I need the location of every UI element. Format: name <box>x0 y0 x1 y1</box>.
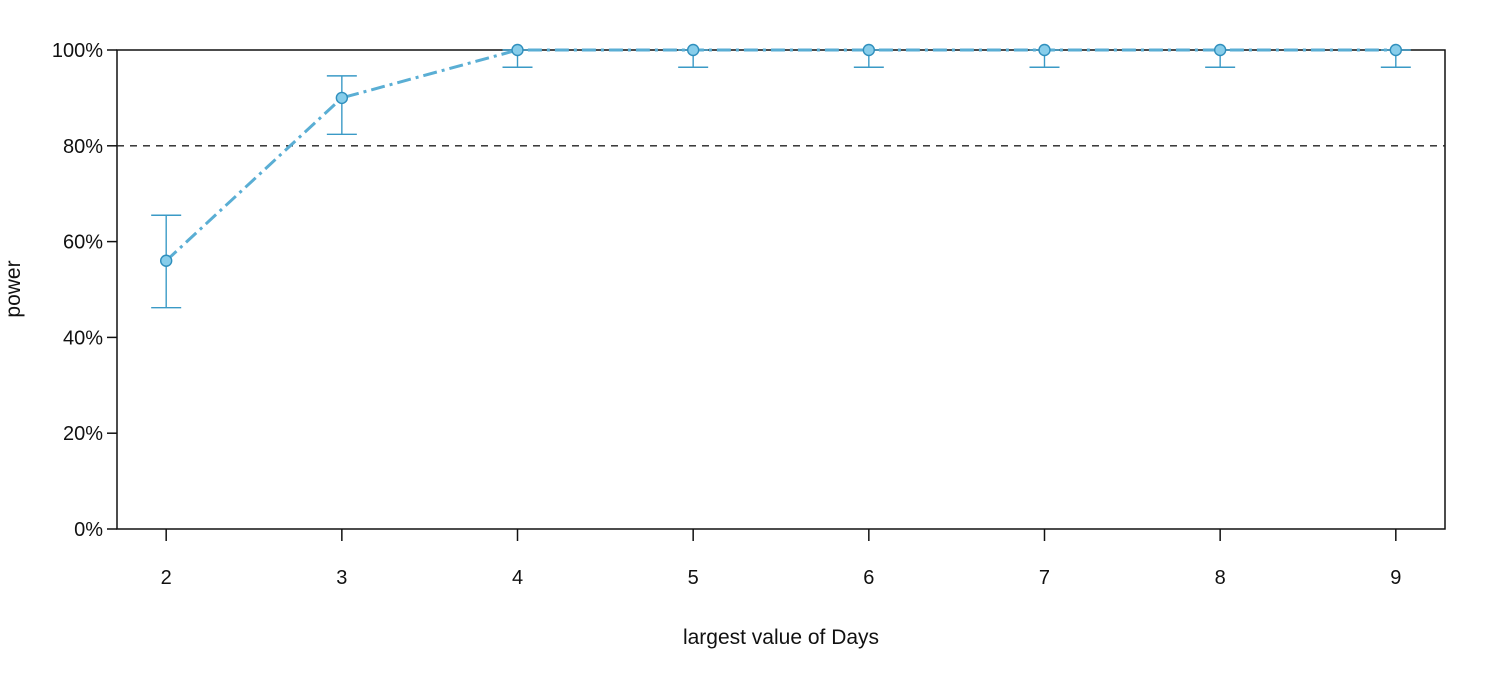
x-axis: 2 3 4 5 6 7 8 9 <box>161 529 1401 589</box>
x-tick-label: 3 <box>336 567 347 589</box>
y-tick-label: 40% <box>63 327 103 349</box>
data-point <box>511 43 524 57</box>
data-point <box>686 43 700 57</box>
x-axis-title: largest value of Days <box>683 626 879 649</box>
x-tick-label: 5 <box>688 567 699 589</box>
error-bar <box>326 75 357 136</box>
y-tick-label: 100% <box>52 40 103 62</box>
data-point <box>159 254 173 267</box>
y-axis-title: power <box>2 260 25 317</box>
data-point <box>335 91 349 105</box>
x-tick-label: 4 <box>512 567 523 589</box>
x-tick-label: 2 <box>161 567 172 589</box>
y-tick-label: 20% <box>63 423 103 445</box>
x-tick-label: 7 <box>1039 567 1050 589</box>
y-tick-label: 80% <box>63 136 103 158</box>
y-tick-label: 60% <box>63 232 103 254</box>
x-tick-label: 6 <box>863 567 874 589</box>
x-tick-label: 9 <box>1390 567 1401 589</box>
plot-frame <box>116 49 1446 530</box>
series-layer <box>151 43 1411 309</box>
y-tick-label: 0% <box>74 519 103 541</box>
data-point <box>1213 43 1227 57</box>
series-line <box>165 48 1396 262</box>
x-tick-label: 8 <box>1215 567 1226 589</box>
data-point <box>1389 43 1403 57</box>
data-point <box>1038 43 1051 57</box>
y-axis: 0% 20% 40% 60% 80% 100% <box>52 40 117 541</box>
data-point <box>862 43 876 57</box>
